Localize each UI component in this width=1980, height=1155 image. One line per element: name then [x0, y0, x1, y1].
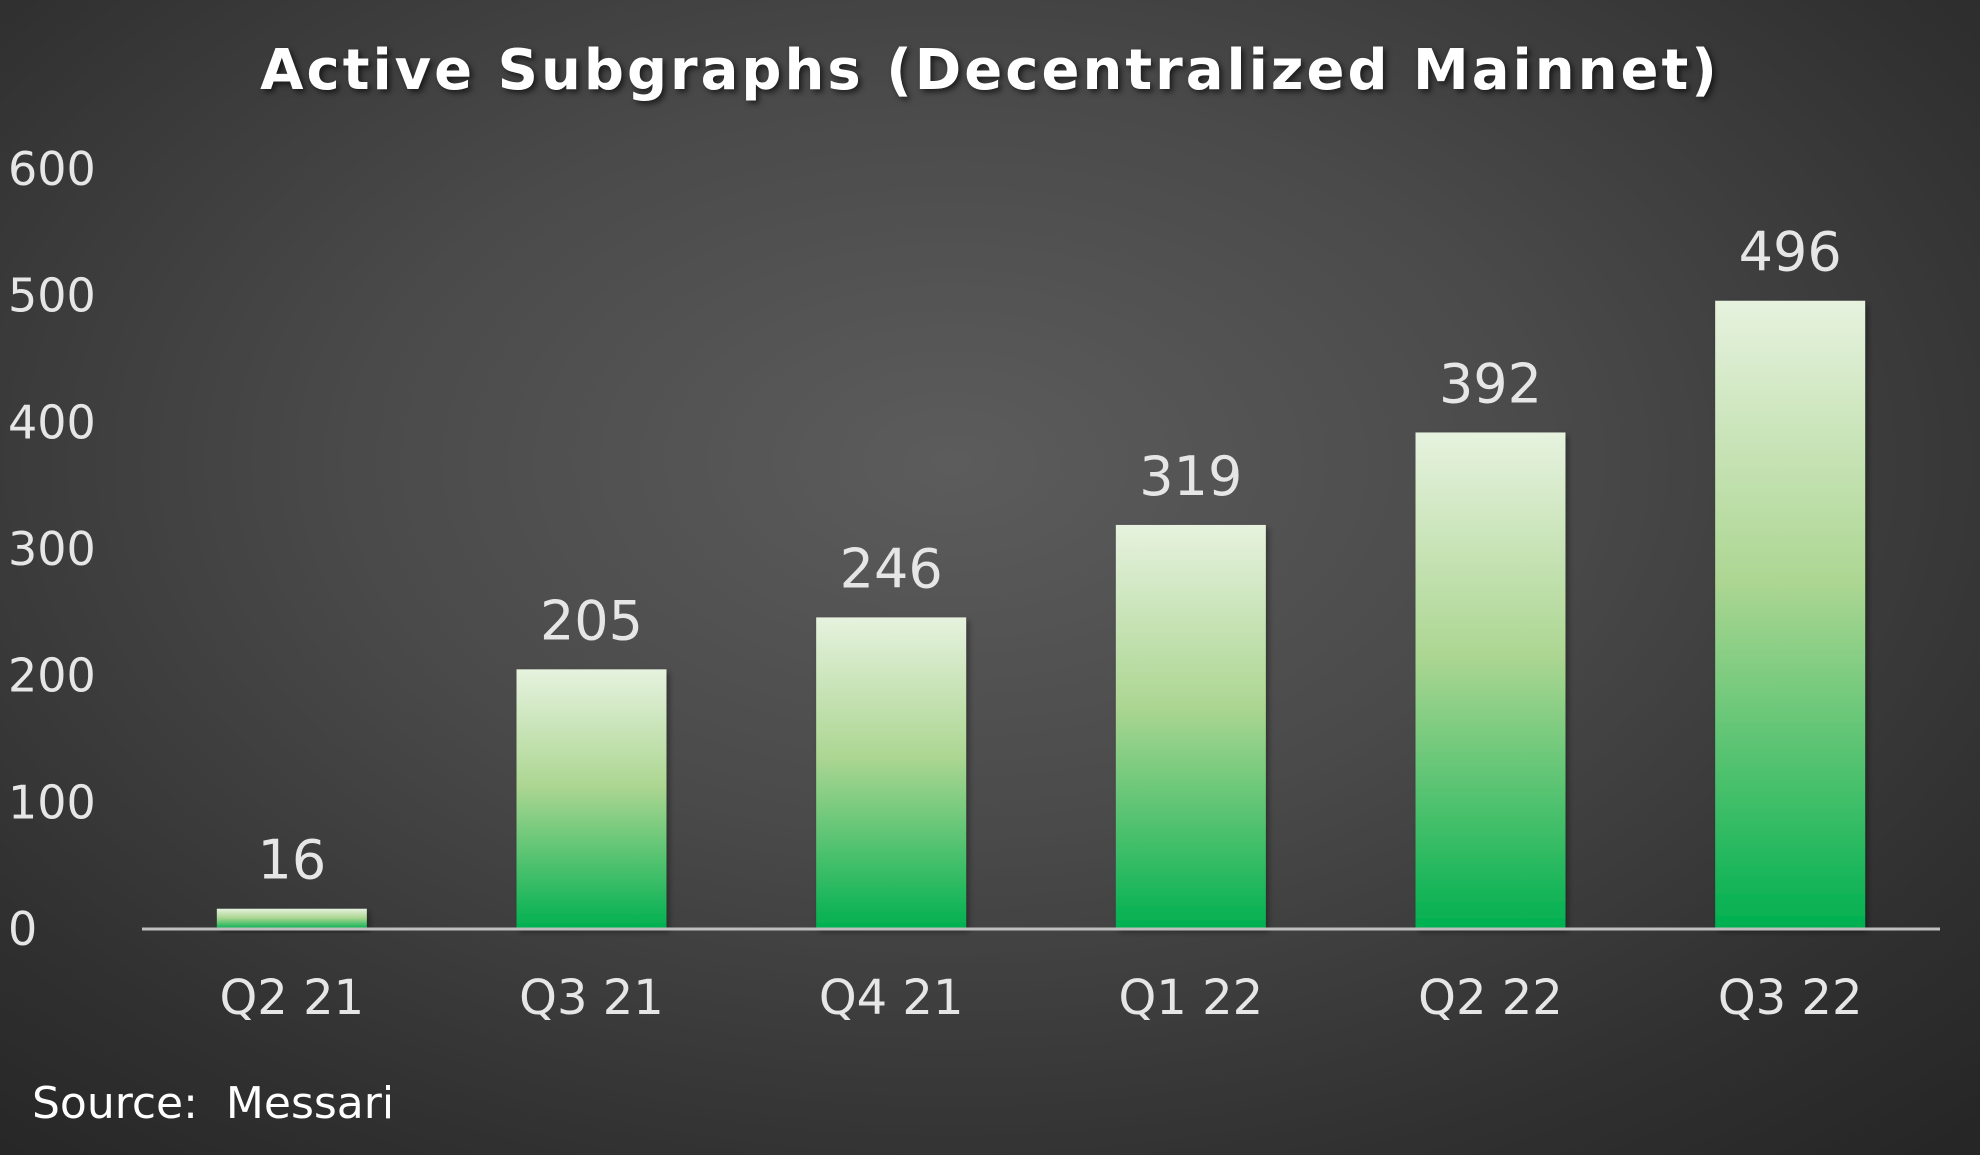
- y-tick-label: 300: [8, 522, 96, 576]
- data-label: 16: [257, 829, 326, 892]
- bar: [1115, 524, 1266, 929]
- data-label: 246: [840, 537, 943, 600]
- data-label: 319: [1139, 445, 1242, 508]
- x-axis-labels: Q2 21 Q3 21 Q4 21 Q1 22 Q2 22 Q3 22: [220, 970, 1863, 1026]
- bar: [1715, 300, 1866, 929]
- x-tick-label: Q2 21: [220, 970, 365, 1026]
- x-tick-label: Q4 21: [819, 970, 964, 1026]
- data-label: 205: [540, 589, 643, 652]
- bar: [1415, 432, 1566, 929]
- x-tick-label: Q2 22: [1418, 970, 1563, 1026]
- y-tick-label: 500: [8, 269, 96, 323]
- y-tick-label: 600: [8, 142, 96, 196]
- y-tick-label: 100: [8, 775, 96, 829]
- bars: [216, 300, 1866, 929]
- source-note: Source: Messari: [32, 1078, 395, 1129]
- bar: [816, 617, 967, 929]
- y-axis-ticks: 0 100 200 300 400 500 600: [8, 142, 96, 956]
- data-label: 496: [1739, 221, 1842, 284]
- x-tick-label: Q1 22: [1119, 970, 1264, 1026]
- data-label: 392: [1439, 352, 1542, 415]
- x-tick-label: Q3 21: [519, 970, 664, 1026]
- x-tick-label: Q3 22: [1718, 970, 1863, 1026]
- data-labels: 16 205 246 319 392 496: [257, 221, 1841, 892]
- y-tick-label: 200: [8, 649, 96, 703]
- y-tick-label: 400: [8, 395, 96, 449]
- bar: [516, 669, 667, 929]
- bar: [216, 908, 367, 929]
- y-tick-label: 0: [8, 902, 37, 956]
- chart-title: Active Subgraphs (Decentralized Mainnet): [260, 38, 1720, 103]
